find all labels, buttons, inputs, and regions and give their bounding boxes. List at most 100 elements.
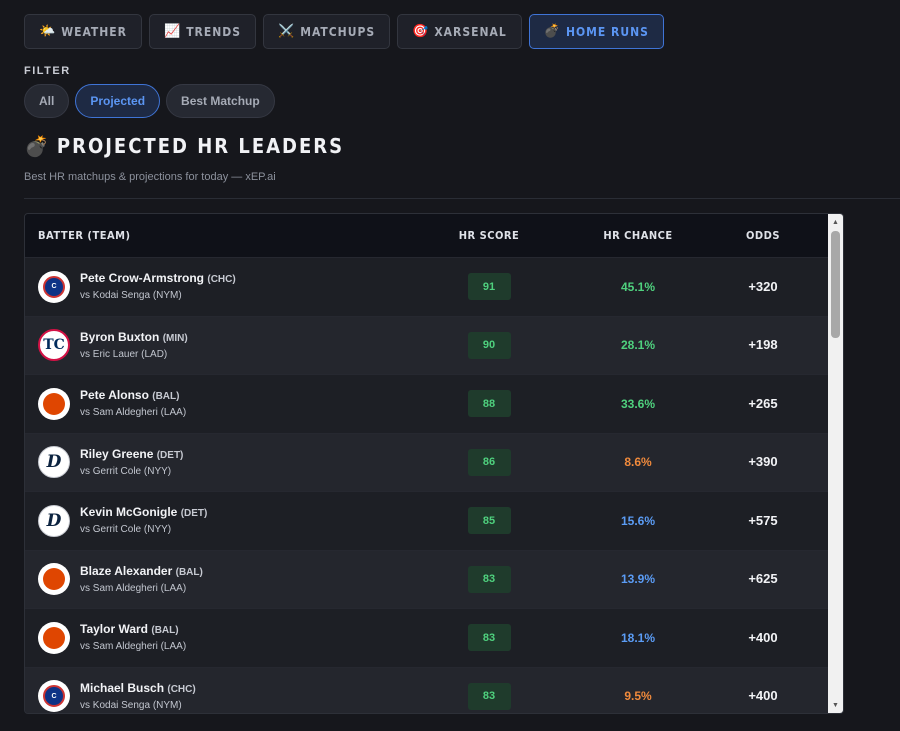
hr-score-cell: 91	[445, 273, 533, 301]
team-logo-mark	[43, 626, 65, 649]
filter-pills: All Projected Best Matchup	[24, 84, 275, 118]
weather-icon: 🌤️	[39, 24, 56, 39]
team-logo-icon	[38, 563, 70, 596]
tab-label: XARSENAL	[434, 24, 507, 39]
batter-name[interactable]: Blaze Alexander	[80, 563, 173, 578]
batter-name[interactable]: Pete Alonso	[80, 388, 149, 403]
top-nav-tabs: 🌤️ WEATHER 📈 TRENDS ⚔️ MATCHUPS 🎯 XARSEN…	[24, 14, 664, 49]
odds-cell: +320	[723, 278, 803, 296]
batter-info: Byron Buxton (MIN) vs Eric Lauer (LAD)	[80, 329, 188, 362]
batter-team: (DET)	[180, 508, 208, 520]
hr-chance-value: 45.1%	[620, 279, 656, 294]
batter-name[interactable]: Byron Buxton	[80, 329, 160, 344]
scroll-down-arrow-icon[interactable]: ▼	[832, 701, 839, 709]
table-row[interactable]: D Riley Greene (DET) vs Gerrit Cole (NYY) 8…	[25, 432, 829, 491]
batter-name[interactable]: Pete Crow-Armstrong	[80, 271, 205, 286]
opponent-pitcher: vs Gerrit Cole (NYY)	[80, 465, 172, 477]
hr-score-badge: 86	[467, 448, 511, 476]
crossed-swords-icon: ⚔️	[278, 24, 295, 39]
hr-chance-cell: 13.9%	[573, 570, 703, 588]
bomb-icon: 💣	[543, 24, 560, 39]
table-row[interactable]: D Kevin McGonigle (DET) vs Gerrit Cole (NY…	[25, 491, 829, 550]
section-title-text: PROJECTED HR LEADERS	[56, 134, 345, 158]
odds-value: +625	[748, 571, 778, 587]
scrollbar[interactable]: ▲ ▼	[828, 214, 843, 713]
batter-name-line: Byron Buxton (MIN)	[80, 329, 188, 347]
header-hr-score[interactable]: HR SCORE	[458, 229, 520, 242]
batter-info: Pete Crow-Armstrong (CHC) vs Kodai Senga …	[80, 270, 236, 303]
team-logo-icon	[38, 621, 70, 654]
batter-name[interactable]: Michael Busch	[80, 680, 165, 695]
table-body: C Pete Crow-Armstrong (CHC) vs Kodai Senga…	[25, 257, 829, 713]
odds-cell: +400	[723, 629, 803, 647]
chart-trend-icon: 📈	[164, 24, 181, 39]
batter-info: Blaze Alexander (BAL) vs Sam Aldegheri (L…	[80, 563, 203, 596]
table-row[interactable]: C Pete Crow-Armstrong (CHC) vs Kodai Senga…	[25, 257, 829, 316]
tab-home-runs[interactable]: 💣 HOME RUNS	[528, 14, 664, 49]
hr-chance-cell: 9.5%	[573, 687, 703, 705]
odds-value: +265	[748, 395, 778, 411]
batter-name[interactable]: Kevin McGonigle	[80, 505, 178, 520]
tab-xarsenal[interactable]: 🎯 XARSENAL	[397, 14, 522, 49]
filter-all-button[interactable]: All	[24, 84, 70, 118]
tab-label: HOME RUNS	[565, 24, 649, 39]
table-row[interactable]: Taylor Ward (BAL) vs Sam Aldegheri (LAA) 8…	[25, 608, 829, 667]
batter-info: Kevin McGonigle (DET) vs Gerrit Cole (NYY…	[80, 504, 207, 537]
table-row[interactable]: C Michael Busch (CHC) vs Kodai Senga (NYM)…	[25, 666, 829, 713]
team-logo-icon: D	[38, 446, 70, 479]
batter-name-line: Pete Alonso (BAL)	[80, 387, 186, 405]
tab-trends[interactable]: 📈 TRENDS	[149, 14, 257, 49]
hr-chance-cell: 15.6%	[573, 512, 703, 530]
team-logo-mark	[43, 568, 65, 591]
hr-score-badge: 85	[467, 507, 511, 535]
bomb-icon: 💣	[24, 134, 49, 158]
hr-score-badge: 83	[467, 565, 511, 593]
batter-team: (MIN)	[162, 332, 188, 344]
header-hr-chance[interactable]: HR CHANCE	[603, 229, 673, 242]
odds-value: +400	[748, 688, 778, 704]
scroll-up-arrow-icon[interactable]: ▲	[832, 218, 839, 226]
odds-value: +400	[748, 629, 778, 645]
opponent-pitcher: vs Sam Aldegheri (LAA)	[80, 641, 187, 653]
batter-cell: D Riley Greene (DET) vs Gerrit Cole (NYY)	[25, 446, 445, 479]
hr-chance-cell: 8.6%	[573, 453, 703, 471]
team-logo-icon	[38, 387, 70, 420]
filter-best-matchup-button[interactable]: Best Matchup	[166, 84, 275, 118]
batter-cell: C Michael Busch (CHC) vs Kodai Senga (NYM)	[25, 680, 445, 713]
header-batter[interactable]: BATTER (TEAM)	[38, 229, 131, 242]
tab-label: TRENDS	[186, 24, 242, 39]
table-row[interactable]: Pete Alonso (BAL) vs Sam Aldegheri (LAA) 8…	[25, 374, 829, 433]
tab-matchups[interactable]: ⚔️ MATCHUPS	[263, 14, 391, 49]
tab-label: MATCHUPS	[300, 24, 376, 39]
batter-name-line: Blaze Alexander (BAL)	[80, 563, 203, 581]
batter-name[interactable]: Taylor Ward	[80, 622, 149, 637]
odds-cell: +390	[723, 453, 803, 471]
batter-team: (BAL)	[152, 391, 180, 403]
odds-cell: +575	[723, 512, 803, 530]
batter-team: (DET)	[156, 449, 184, 461]
tab-weather[interactable]: 🌤️ WEATHER	[24, 14, 142, 49]
hr-score-badge: 88	[467, 390, 511, 418]
hr-chance-cell: 28.1%	[573, 336, 703, 354]
batter-info: Taylor Ward (BAL) vs Sam Aldegheri (LAA)	[80, 621, 186, 654]
batter-info: Riley Greene (DET) vs Gerrit Cole (NYY)	[80, 446, 183, 479]
batter-cell: Blaze Alexander (BAL) vs Sam Aldegheri (L…	[25, 563, 445, 596]
batter-name[interactable]: Riley Greene	[80, 446, 154, 461]
opponent-pitcher: vs Sam Aldegheri (LAA)	[80, 582, 187, 594]
batter-team: (BAL)	[151, 625, 179, 637]
hr-chance-cell: 18.1%	[573, 629, 703, 647]
team-logo-mark: D	[43, 451, 65, 474]
table-row[interactable]: Blaze Alexander (BAL) vs Sam Aldegheri (L…	[25, 549, 829, 608]
hr-score-cell: 88	[445, 390, 533, 418]
scroll-thumb[interactable]	[831, 231, 840, 338]
odds-cell: +400	[723, 687, 803, 705]
odds-value: +390	[748, 454, 778, 470]
batter-cell: D Kevin McGonigle (DET) vs Gerrit Cole (NY…	[25, 504, 445, 537]
odds-cell: +265	[723, 395, 803, 413]
filter-projected-button[interactable]: Projected	[75, 84, 161, 118]
odds-value: +198	[748, 337, 778, 353]
header-odds[interactable]: ODDS	[746, 229, 780, 242]
team-logo-icon: D	[38, 504, 70, 537]
hr-score-cell: 83	[445, 624, 533, 652]
table-row[interactable]: TC Byron Buxton (MIN) vs Eric Lauer (LAD) 9…	[25, 315, 829, 374]
